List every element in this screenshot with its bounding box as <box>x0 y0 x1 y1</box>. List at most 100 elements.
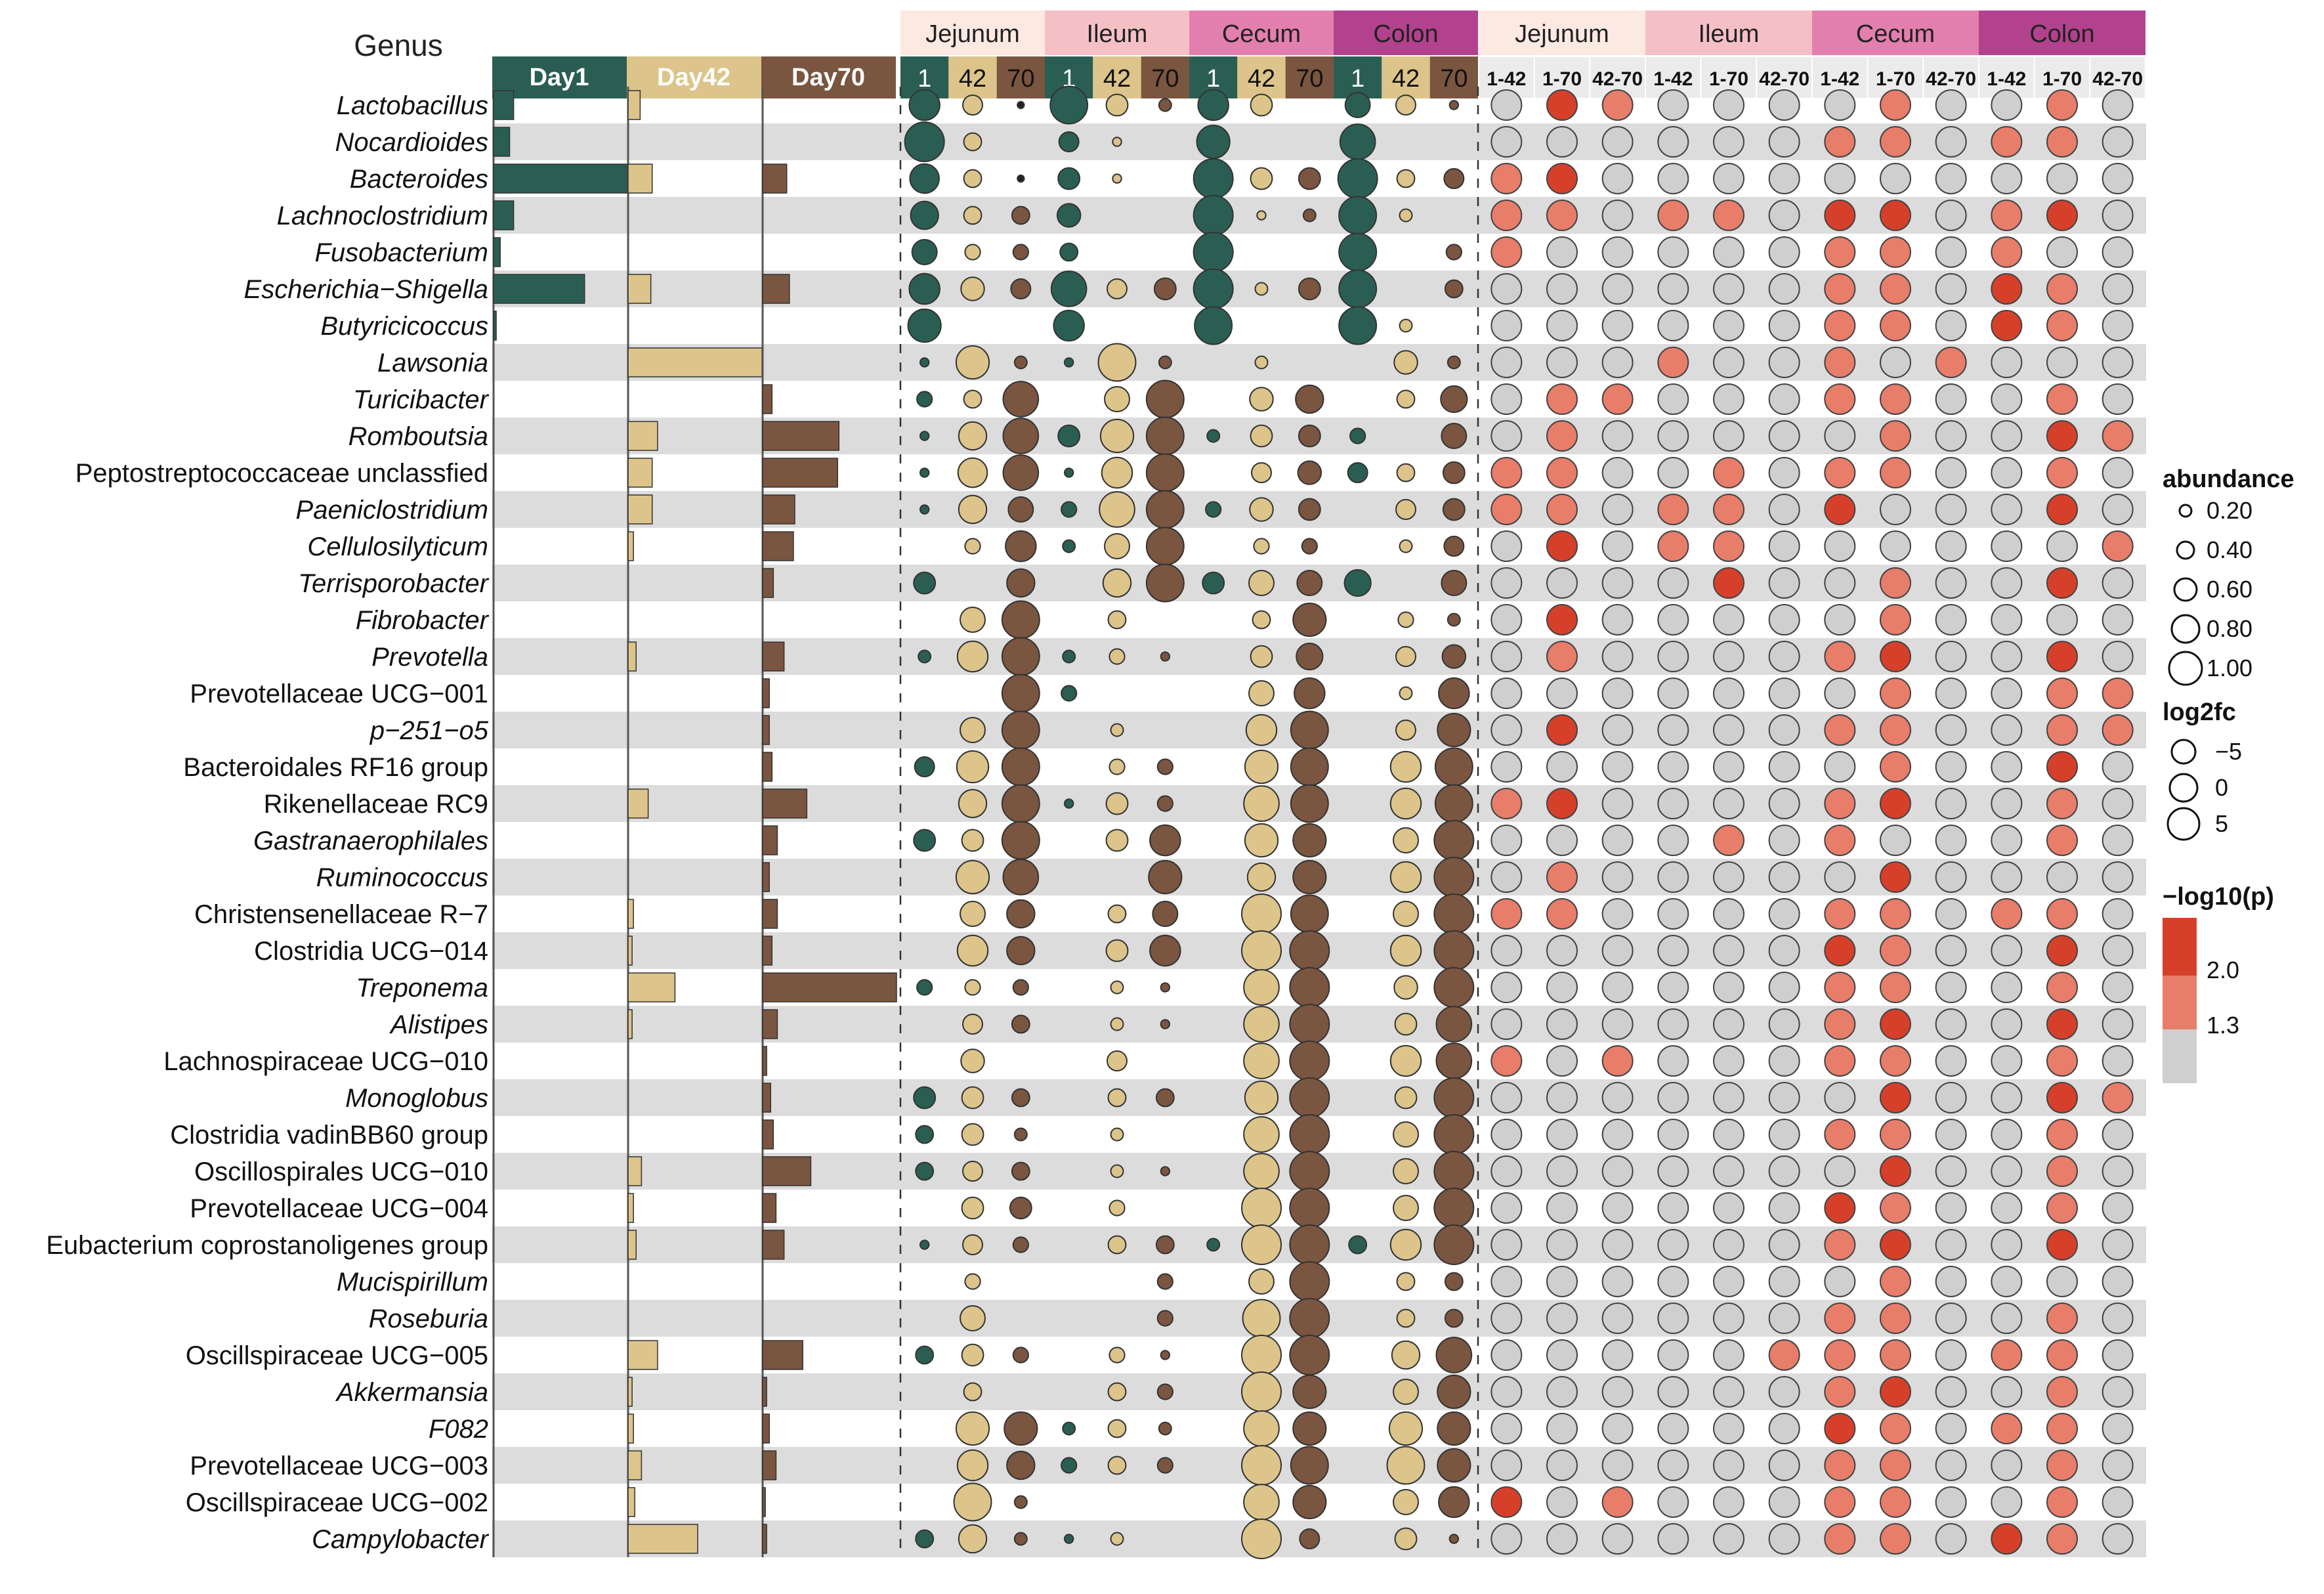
abundance-bubble <box>1107 1050 1128 1071</box>
abundance-bubble <box>1104 533 1130 559</box>
comparison-bubble <box>1490 1008 1523 1040</box>
comparison-bubble <box>2046 972 2078 1003</box>
comparison-bubble <box>1657 494 1689 525</box>
comparison-bubble <box>1880 457 1911 488</box>
comparison-bubble <box>1935 751 1967 783</box>
abundance-bubble <box>953 1482 992 1522</box>
abundance-bubble <box>1433 930 1475 971</box>
comparison-bubble <box>1935 1376 1967 1408</box>
comparison-bubble <box>1880 347 1911 378</box>
abundance-bubble <box>963 1382 982 1402</box>
comparison-bubble <box>2102 1119 2134 1150</box>
comparison-bubble <box>2102 861 2134 893</box>
abundance-bubble <box>1160 982 1171 993</box>
abundance-bubble <box>1254 355 1269 370</box>
comparison-bubble <box>2046 1413 2078 1444</box>
abundance-bubble <box>913 829 937 852</box>
comparison-bubble <box>2046 383 2078 415</box>
abundance-bubble <box>907 308 942 343</box>
site-header-label: Ileum <box>1699 20 1760 48</box>
comparison-bubble <box>1991 310 2023 341</box>
abundance-bubble <box>1290 1446 1329 1485</box>
comparison-bubble <box>1490 1523 1523 1555</box>
bar-day70 <box>762 825 778 855</box>
comparison-bubble <box>1768 714 1800 746</box>
bar-day70 <box>762 1524 767 1554</box>
comparison-bubble <box>1490 383 1523 415</box>
comparison-bubble <box>1601 310 1634 341</box>
abundance-bubble <box>1206 1238 1221 1252</box>
comparison-bubble <box>1713 457 1744 488</box>
abundance-bubble <box>1393 1121 1419 1148</box>
abundance-bubble <box>960 901 986 927</box>
abundance-bubble <box>1012 979 1029 996</box>
comparison-bubble <box>1713 420 1744 452</box>
abundance-bubble <box>919 1239 930 1250</box>
genus-label: Clostridia vadinBB60 group <box>170 1121 488 1150</box>
comparison-bubble <box>1935 567 1967 599</box>
bar-day70 <box>762 1156 812 1186</box>
comparison-subheader-label: 42-70 <box>1759 68 1809 90</box>
comparison-bubble <box>1657 126 1689 158</box>
legend-abundance-swatch <box>2176 540 2195 560</box>
comparison-bubble <box>1490 1155 1523 1187</box>
abundance-bubble <box>1344 92 1371 118</box>
comparison-bubble <box>1880 678 1911 709</box>
genus-label: Gastranaerophilales <box>253 827 488 855</box>
comparison-bubble <box>1824 1376 1856 1408</box>
comparison-bubble <box>1546 641 1578 672</box>
comparison-bubble <box>1546 1155 1578 1187</box>
comparison-bubble <box>1768 1229 1800 1260</box>
bar-day70 <box>762 384 773 414</box>
abundance-bubble <box>1444 279 1464 299</box>
abundance-bubble <box>1447 355 1461 370</box>
bar-day70 <box>762 752 773 782</box>
abundance-bubble <box>1158 355 1172 370</box>
bar-day42 <box>627 1193 634 1223</box>
row-stripe <box>492 197 2146 234</box>
abundance-bubble <box>958 494 988 525</box>
bar-day42 <box>627 1377 633 1407</box>
comparison-bubble <box>1935 1303 1967 1334</box>
comparison-bubble <box>1991 972 2023 1003</box>
abundance-bubble <box>1243 1484 1280 1520</box>
abundance-bubble <box>1299 1528 1320 1549</box>
abundance-bubble <box>1395 720 1416 741</box>
comparison-bubble <box>1880 383 1911 415</box>
site-header-comparison <box>1645 11 1812 55</box>
abundance-bubble <box>1241 1335 1282 1375</box>
comparison-bubble <box>1601 972 1634 1003</box>
abundance-bubble <box>914 756 935 777</box>
comparison-bubble <box>1601 89 1634 121</box>
abundance-bubble <box>1396 1308 1416 1328</box>
comparison-bubble <box>1880 641 1911 672</box>
comparison-bubble <box>1546 163 1578 194</box>
comparison-bubble <box>2046 347 2078 378</box>
column-headers: Day1 Day42 Day70 Jejunum 1 42 70 Jejunum 1-42 1-7… <box>492 11 2146 99</box>
bar-day70 <box>762 1340 803 1370</box>
abundance-bubble <box>1148 859 1183 895</box>
comparison-bubble <box>1713 163 1744 194</box>
comparison-bubble <box>1490 788 1523 819</box>
bar-day42 <box>627 274 652 304</box>
comparison-bubble <box>2102 678 2134 709</box>
comparison-bubble <box>1657 420 1689 452</box>
comparison-bubble <box>1490 1119 1523 1150</box>
comparison-bubble <box>1601 1119 1634 1150</box>
comparison-bubble <box>1601 604 1634 635</box>
bar-day70 <box>762 1230 785 1260</box>
comparison-bubble <box>2046 273 2078 305</box>
abundance-bubble <box>1152 901 1179 927</box>
comparison-bubble <box>1713 1486 1744 1518</box>
abundance-bubble <box>909 163 940 194</box>
comparison-bubble <box>1713 126 1744 158</box>
bar-day42 <box>627 899 634 929</box>
abundance-bubble <box>1296 642 1324 671</box>
comparison-bubble <box>1824 1266 1856 1297</box>
abundance-bubble <box>1393 1379 1419 1405</box>
abundance-bubble <box>1241 1519 1282 1559</box>
comparison-bubble <box>1713 751 1744 783</box>
comparison-bubble <box>1713 1008 1744 1040</box>
abundance-bubble <box>1250 424 1273 448</box>
abundance-bubble <box>1158 98 1172 112</box>
